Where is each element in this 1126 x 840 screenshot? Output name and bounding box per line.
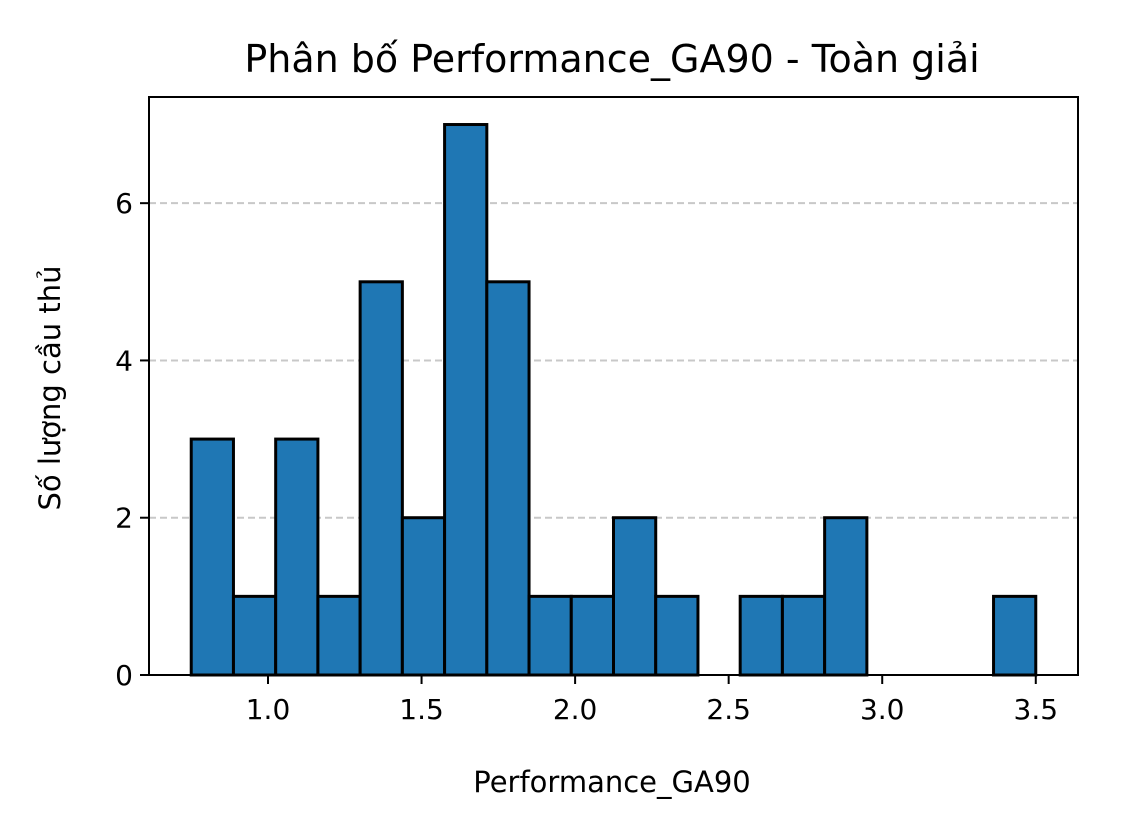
x-axis-ticks: 1.0 1.5 2.0 2.5 3.0 3.5 bbox=[246, 675, 1058, 726]
histogram-bar bbox=[527, 594, 573, 677]
chart-title: Phân bố Performance_GA90 - Toàn giải bbox=[244, 37, 979, 81]
x-tick-label: 3.0 bbox=[860, 693, 905, 726]
histogram-bars bbox=[189, 123, 1038, 677]
histogram-bar bbox=[400, 516, 447, 677]
x-tick-label: 3.5 bbox=[1014, 693, 1059, 726]
y-tick-label: 4 bbox=[115, 344, 133, 377]
y-axis-ticks: 0 2 4 6 bbox=[115, 187, 149, 692]
histogram-bar bbox=[231, 594, 278, 677]
histogram-bar bbox=[612, 516, 658, 677]
plot-area-frame bbox=[148, 96, 1079, 676]
x-tick-label: 1.0 bbox=[246, 693, 291, 726]
y-tick-label: 6 bbox=[115, 187, 133, 220]
y-tick-label: 2 bbox=[115, 502, 133, 535]
histogram-bar bbox=[569, 594, 615, 677]
histogram-bar bbox=[780, 594, 827, 677]
histogram-bar bbox=[358, 280, 404, 677]
histogram-bar bbox=[654, 594, 700, 677]
histogram-bar bbox=[189, 437, 235, 677]
histogram-bar bbox=[992, 594, 1038, 677]
histogram-bar bbox=[738, 594, 784, 677]
x-tick-label: 2.5 bbox=[706, 693, 751, 726]
y-axis-label: Số lượng cầu thủ bbox=[33, 266, 67, 511]
y-tick-label: 0 bbox=[115, 659, 133, 692]
histogram-bar bbox=[485, 280, 531, 677]
x-tick-label: 2.0 bbox=[553, 693, 598, 726]
histogram-bar bbox=[274, 437, 320, 677]
x-tick-label: 1.5 bbox=[399, 693, 444, 726]
histogram-bar bbox=[823, 516, 869, 677]
histogram-bar bbox=[316, 594, 362, 677]
histogram-bar bbox=[443, 123, 489, 677]
x-axis-label: Performance_GA90 bbox=[473, 765, 750, 799]
